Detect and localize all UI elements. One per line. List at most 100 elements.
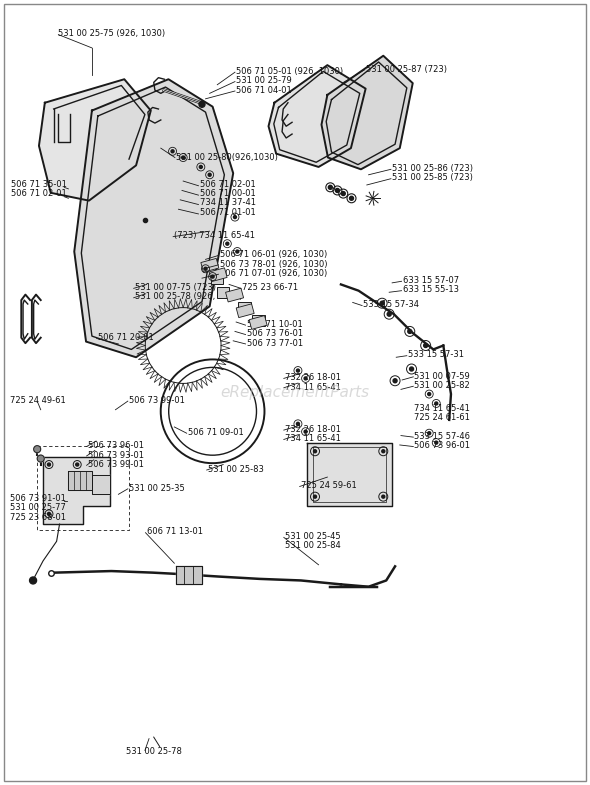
Text: (723) 734 11 65-41: (723) 734 11 65-41 [174, 232, 255, 240]
Text: 506 73 96-01: 506 73 96-01 [88, 441, 144, 451]
Polygon shape [74, 79, 233, 357]
Bar [249, 316, 267, 330]
Text: 531 00 25-75 (926, 1030): 531 00 25-75 (926, 1030) [58, 29, 166, 38]
Circle shape [76, 463, 78, 466]
Text: 734 11 65-41: 734 11 65-41 [285, 434, 341, 444]
Text: 732 26 18-01: 732 26 18-01 [285, 425, 341, 434]
Circle shape [328, 185, 332, 189]
Text: 506 73 78-01 (926, 1030): 506 73 78-01 (926, 1030) [219, 260, 327, 268]
Circle shape [424, 344, 428, 348]
Text: 506 73 93-01: 506 73 93-01 [88, 451, 144, 460]
Circle shape [211, 275, 214, 278]
Text: 533 15 57-46: 533 15 57-46 [415, 432, 470, 441]
Text: 734 11 37-41: 734 11 37-41 [199, 199, 255, 207]
Text: 606 71 13-01: 606 71 13-01 [147, 528, 203, 536]
Circle shape [409, 367, 414, 371]
Bar [201, 258, 219, 272]
Text: 506 73 96-01: 506 73 96-01 [415, 441, 470, 451]
Circle shape [387, 312, 391, 316]
Text: 506 71 20-01: 506 71 20-01 [98, 333, 153, 342]
Text: 533 15 57-34: 533 15 57-34 [363, 301, 419, 309]
Text: 633 15 57-07: 633 15 57-07 [403, 276, 459, 285]
Text: 506 71 05-01 (926, 1030): 506 71 05-01 (926, 1030) [236, 67, 343, 76]
Text: 533 15 57-31: 533 15 57-31 [408, 350, 464, 360]
Circle shape [204, 267, 207, 270]
Bar [252, 315, 265, 326]
Text: 506 71 06-01 (926, 1030): 506 71 06-01 (926, 1030) [219, 250, 327, 259]
Circle shape [47, 463, 51, 466]
Bar [211, 272, 223, 283]
Text: 734 11 65-41: 734 11 65-41 [285, 382, 341, 392]
Text: 506 71 07-01 (926, 1030): 506 71 07-01 (926, 1030) [219, 269, 327, 278]
Polygon shape [176, 566, 202, 583]
Polygon shape [43, 457, 110, 524]
Circle shape [304, 377, 307, 380]
Circle shape [199, 101, 205, 108]
Polygon shape [268, 65, 366, 167]
Text: 506 71 01-01: 506 71 01-01 [199, 208, 255, 217]
Circle shape [341, 192, 345, 195]
Text: 531 00 07-75 (723): 531 00 07-75 (723) [135, 283, 216, 292]
Circle shape [199, 166, 202, 169]
Text: 506 73 76-01: 506 73 76-01 [247, 329, 303, 338]
Circle shape [226, 243, 229, 245]
Text: 725 24 61-61: 725 24 61-61 [415, 413, 470, 422]
Circle shape [428, 432, 431, 435]
Text: 531 00 25-78: 531 00 25-78 [126, 747, 182, 756]
Text: 506 71 09-01: 506 71 09-01 [188, 428, 244, 437]
Circle shape [34, 446, 41, 453]
Text: 732 26 18-01: 732 26 18-01 [285, 373, 341, 382]
Circle shape [380, 301, 384, 305]
Text: 531 00 25-79: 531 00 25-79 [236, 76, 292, 86]
Text: 531 00 25-35: 531 00 25-35 [129, 484, 185, 492]
Text: 506 71 04-01: 506 71 04-01 [236, 86, 292, 95]
Polygon shape [39, 79, 151, 201]
Text: 506 73 91-01: 506 73 91-01 [9, 494, 65, 502]
Circle shape [208, 173, 211, 177]
Circle shape [382, 450, 385, 453]
Circle shape [37, 455, 44, 462]
Circle shape [313, 495, 316, 498]
Circle shape [393, 378, 397, 383]
Text: 531 00 25-87 (723): 531 00 25-87 (723) [366, 64, 447, 74]
Polygon shape [92, 475, 110, 495]
Bar [238, 302, 251, 313]
Bar [217, 287, 229, 298]
Polygon shape [68, 471, 92, 491]
Text: 725 24 59-61: 725 24 59-61 [301, 481, 356, 490]
Bar [209, 268, 227, 282]
Text: 506 73 99-01: 506 73 99-01 [129, 396, 185, 405]
Circle shape [435, 402, 438, 405]
Circle shape [47, 513, 51, 516]
Bar [225, 288, 244, 302]
Circle shape [296, 422, 300, 425]
Text: 506 71 02-01: 506 71 02-01 [199, 180, 255, 188]
Text: 506 71 02-01: 506 71 02-01 [11, 189, 67, 198]
Text: 725 23 66-71: 725 23 66-71 [242, 283, 298, 292]
Text: 734 11 65-41: 734 11 65-41 [415, 403, 470, 413]
Text: 506 71 10-01: 506 71 10-01 [247, 319, 303, 329]
Text: 531 00 25-83: 531 00 25-83 [208, 465, 264, 474]
Circle shape [335, 188, 339, 192]
Text: 633 15 55-13: 633 15 55-13 [403, 286, 458, 294]
Circle shape [30, 577, 37, 584]
Text: eReplacementParts: eReplacementParts [221, 385, 369, 400]
Circle shape [171, 150, 174, 153]
Circle shape [234, 216, 237, 218]
Text: 531 00 25-78 (926, 1030): 531 00 25-78 (926, 1030) [135, 293, 242, 301]
Circle shape [296, 369, 300, 372]
Circle shape [313, 450, 316, 453]
Text: 531 00 25-86 (723): 531 00 25-86 (723) [392, 164, 473, 173]
Text: 531 00 25-77: 531 00 25-77 [9, 503, 65, 512]
Circle shape [349, 196, 353, 200]
Polygon shape [307, 443, 392, 506]
Text: 506 71 00-01: 506 71 00-01 [199, 189, 255, 198]
Circle shape [428, 392, 431, 396]
Text: 531 00 25-45: 531 00 25-45 [285, 532, 340, 541]
Circle shape [236, 250, 239, 253]
Text: 506 73 77-01: 506 73 77-01 [247, 338, 303, 348]
Bar [236, 304, 254, 318]
Circle shape [304, 430, 307, 433]
Text: 531 00 07-59: 531 00 07-59 [415, 371, 470, 381]
Circle shape [182, 156, 185, 159]
